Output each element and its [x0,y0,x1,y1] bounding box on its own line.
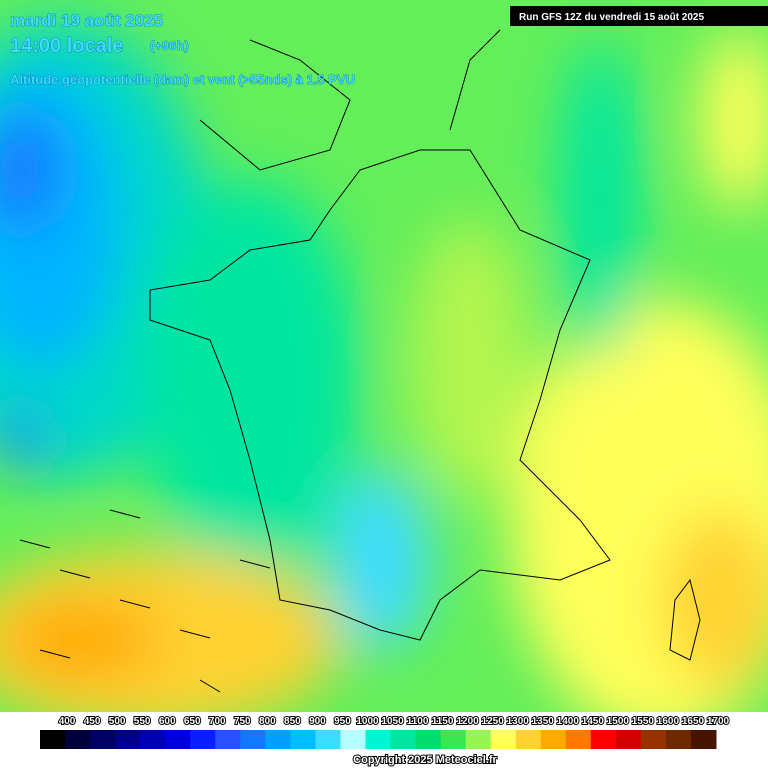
legend-swatch [40,730,66,749]
wind-barbs [19,509,271,693]
legend-swatch [515,730,542,749]
date: mardi 19 août 2025 [10,11,163,30]
legend-label: 1000 [356,716,379,727]
legend-label: 1200 [457,716,480,727]
legend-label: 800 [259,716,276,727]
legend-label: 1300 [507,716,530,727]
legend-label: 1650 [682,716,705,727]
legend-swatch [440,730,467,749]
legend-label: 500 [109,716,126,727]
legend-swatch [315,730,341,749]
legend-swatch [540,730,567,749]
legend-swatch [115,730,141,749]
legend-swatch [615,730,642,749]
copyright: Copyright 2025 Meteociel.fr [353,754,497,766]
run-box [510,6,768,26]
legend-swatch [90,730,116,749]
legend-swatch [165,730,191,749]
legend-label: 550 [134,716,151,727]
legend-label: 750 [234,716,251,727]
legend-swatch [190,730,216,749]
legend-swatch [140,730,166,749]
legend-swatch [390,730,417,749]
legend-swatch [240,730,266,749]
legend-label: 650 [184,716,201,727]
legend-label: 700 [209,716,226,727]
run-info: Run GFS 12Z du vendredi 15 août 2025 [519,12,704,23]
legend-swatch [490,730,517,749]
legend: 400 450 500 550 600 650 700 750 800 850 900 950 1000… [40,715,731,749]
legend-label: 1050 [381,716,404,727]
legend-label: 1700 [707,716,730,727]
legend-swatch [215,730,241,749]
legend-swatch [340,730,366,749]
legend-swatch [565,730,592,749]
legend-label: 900 [309,716,326,727]
legend-label: 450 [84,716,101,727]
legend-swatch [590,730,617,749]
legend-swatch [265,730,291,749]
lead-time: (+96h) [150,38,189,53]
legend-label: 1350 [532,716,555,727]
legend-label: 850 [284,716,301,727]
legend-swatch [690,730,717,749]
legend-swatch [665,730,692,749]
legend-label: 600 [159,716,176,727]
legend-label: 1500 [607,716,630,727]
legend-swatch [365,730,392,749]
legend-label: 1250 [482,716,505,727]
time: 14:00 locale [10,35,123,57]
legend-label: 950 [334,716,351,727]
legend-label: 1100 [407,716,429,727]
legend-label: 1400 [557,716,580,727]
legend-label: 1150 [432,716,454,727]
legend-swatch [290,730,316,749]
legend-label: 1450 [582,716,605,727]
legend-label: 400 [59,716,76,727]
coastlines [149,29,701,661]
legend-swatch [65,730,91,749]
field-description: Altitude géopotentielle (dam) et vent (>… [10,72,355,87]
legend-swatch [415,730,442,749]
legend-label: 1550 [632,716,655,727]
legend-swatch [640,730,667,749]
legend-label: 1600 [657,716,680,727]
legend-swatch [465,730,492,749]
